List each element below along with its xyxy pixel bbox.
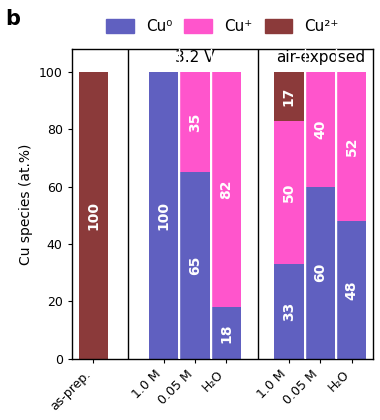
Bar bbox=[180, 72, 210, 172]
Bar bbox=[180, 172, 210, 359]
Bar bbox=[212, 72, 241, 307]
Text: air-exposed: air-exposed bbox=[276, 50, 365, 65]
Bar bbox=[79, 72, 108, 359]
Text: 50: 50 bbox=[282, 183, 296, 202]
Text: 100: 100 bbox=[157, 201, 171, 230]
Text: 52: 52 bbox=[345, 137, 359, 156]
Bar bbox=[306, 72, 335, 186]
Bar bbox=[212, 307, 241, 359]
Text: 40: 40 bbox=[313, 120, 327, 139]
Text: 82: 82 bbox=[219, 180, 233, 199]
Text: 35: 35 bbox=[188, 113, 202, 132]
Bar bbox=[337, 221, 366, 359]
Y-axis label: Cu species (at.%): Cu species (at.%) bbox=[19, 143, 33, 265]
Text: 100: 100 bbox=[86, 201, 100, 230]
Bar bbox=[274, 264, 304, 359]
Text: 65: 65 bbox=[188, 256, 202, 275]
Legend: Cu⁰, Cu⁺, Cu²⁺: Cu⁰, Cu⁺, Cu²⁺ bbox=[100, 13, 345, 41]
Text: 18: 18 bbox=[219, 323, 233, 343]
Text: 33: 33 bbox=[282, 302, 296, 321]
Text: b: b bbox=[5, 9, 21, 29]
Bar bbox=[149, 72, 178, 359]
Text: 17: 17 bbox=[282, 87, 296, 106]
Bar bbox=[274, 72, 304, 121]
Bar bbox=[274, 121, 304, 264]
Bar bbox=[337, 72, 366, 221]
Text: 3.2 V: 3.2 V bbox=[175, 50, 215, 65]
Bar bbox=[306, 186, 335, 359]
Text: 48: 48 bbox=[345, 280, 359, 299]
Text: 60: 60 bbox=[313, 263, 327, 282]
